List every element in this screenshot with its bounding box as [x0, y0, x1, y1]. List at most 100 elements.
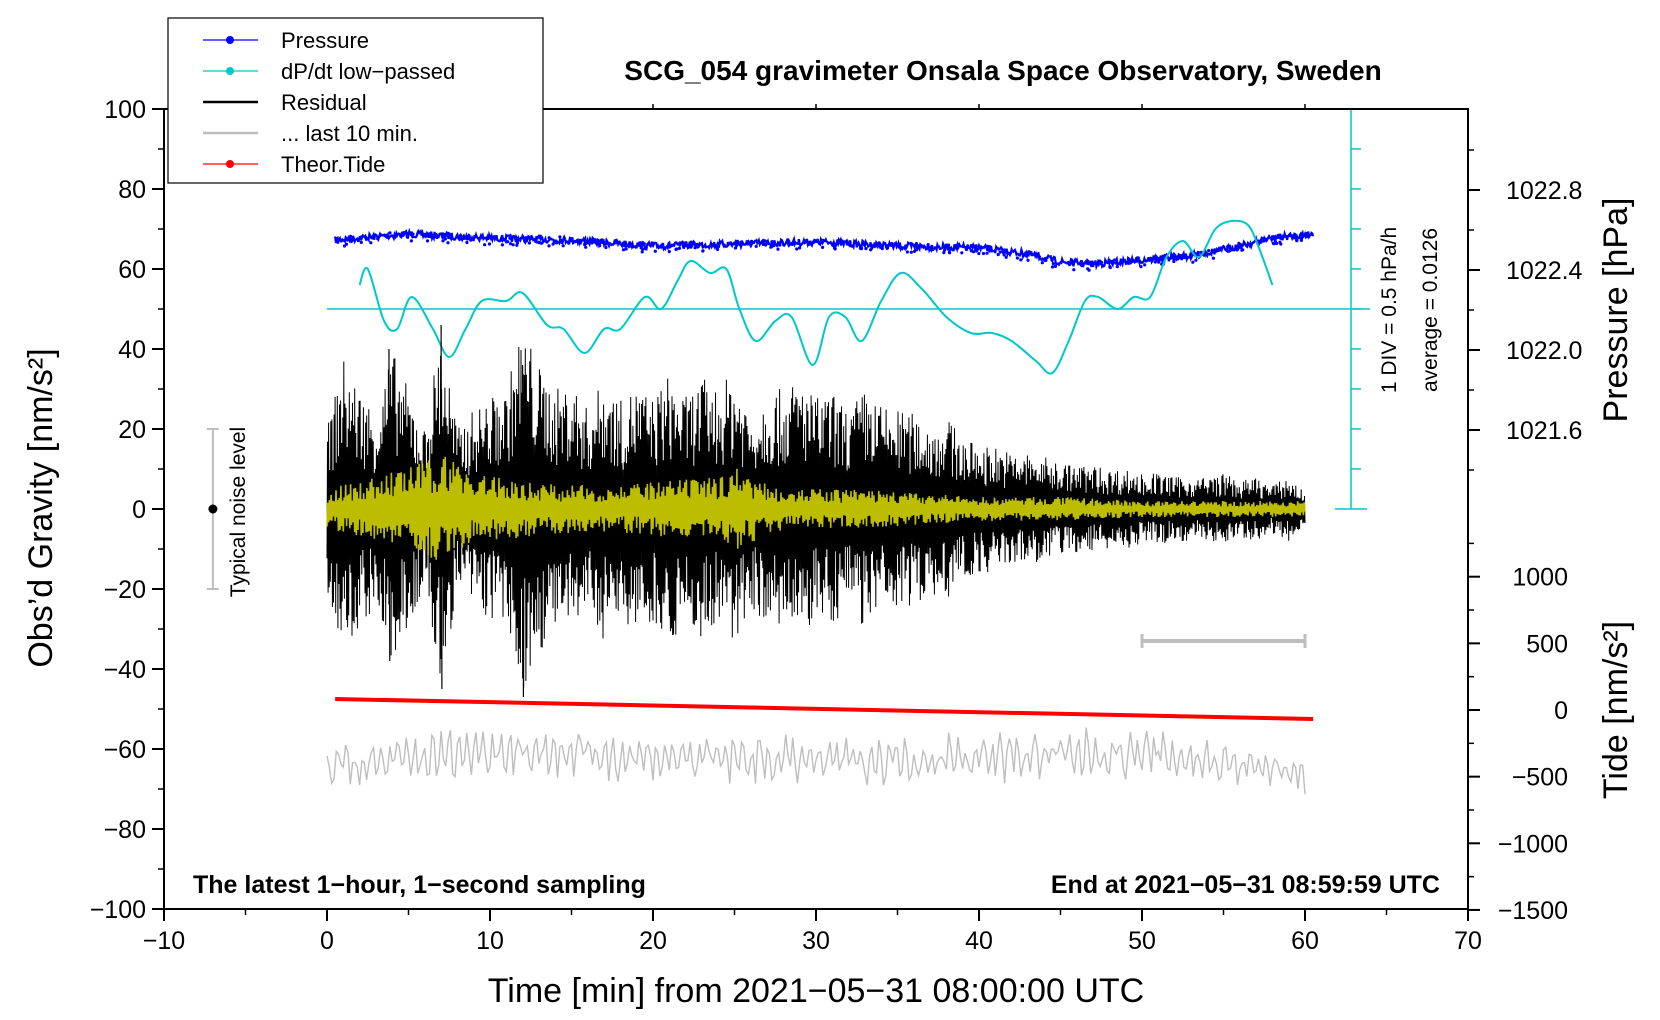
- pressure-point: [1217, 248, 1221, 252]
- pressure-point: [833, 247, 837, 251]
- pressure-point: [893, 242, 897, 246]
- plot-marks: [206, 108, 1371, 795]
- residual-spike: [521, 364, 525, 698]
- tide-tick-label: −1000: [1498, 830, 1568, 858]
- pressure-point: [511, 243, 515, 247]
- pressure-point: [1207, 249, 1211, 253]
- pressure-point: [370, 236, 375, 240]
- pressure-point: [885, 246, 889, 250]
- pressure-point: [369, 241, 373, 245]
- pressure-axis-label: Pressure [hPa]: [1597, 198, 1635, 423]
- legend-entries: Pressure dP/dt low−passed Residual ... last…: [203, 28, 455, 177]
- pressure-point: [733, 246, 738, 250]
- x-tick-label: 30: [802, 927, 830, 955]
- pressure-tick-label: 1022.0: [1506, 337, 1582, 365]
- pressure-point: [821, 238, 825, 242]
- pressure-point: [509, 242, 513, 246]
- pressure-point: [770, 240, 774, 244]
- pressure-point: [1085, 259, 1089, 263]
- pressure-point: [650, 241, 655, 245]
- legend-marker: [226, 67, 234, 75]
- pressure-point: [965, 245, 969, 249]
- pressure-point: [483, 243, 487, 247]
- pressure-point: [467, 237, 471, 241]
- pressure-point: [1237, 241, 1241, 245]
- y-tick-label: 60: [118, 256, 146, 284]
- pressure-point: [653, 249, 657, 253]
- pressure-point: [981, 251, 986, 256]
- pressure-point: [1026, 258, 1030, 262]
- pressure-point: [604, 245, 608, 250]
- pressure-point: [349, 234, 353, 238]
- pressure-point: [443, 232, 447, 236]
- pressure-point: [1115, 265, 1119, 269]
- tide-tick-label: 1000: [1512, 564, 1568, 592]
- pressure-point: [693, 246, 697, 250]
- dpdt-line: [358, 219, 1274, 375]
- pressure-point: [547, 244, 551, 248]
- pressure-point: [914, 242, 919, 246]
- pressure-series: [334, 227, 1315, 272]
- end-time-note: End at 2021−05−31 08:59:59 UTC: [1051, 871, 1440, 899]
- pressure-point: [539, 236, 543, 240]
- pressure-point: [985, 251, 989, 255]
- pressure-point: [1295, 239, 1299, 243]
- legend-label: dP/dt low−passed: [281, 59, 455, 84]
- pressure-point: [786, 238, 790, 242]
- pressure-point: [500, 236, 504, 240]
- pressure-point: [644, 245, 648, 249]
- pressure-point: [388, 231, 392, 235]
- pressure-point: [409, 239, 413, 243]
- pressure-point: [735, 239, 740, 243]
- x-tick-label: 20: [639, 927, 667, 955]
- pressure-point: [446, 241, 450, 245]
- pressure-point: [1191, 260, 1195, 264]
- pressure-point: [506, 240, 510, 244]
- pressure-point: [561, 244, 565, 248]
- pressure-point: [1189, 252, 1193, 256]
- pressure-point: [583, 242, 587, 247]
- pressure-point: [624, 247, 628, 251]
- chart-title: SCG_054 gravimeter Onsala Space Observat…: [624, 55, 1381, 86]
- legend-entry: Residual: [203, 90, 367, 115]
- pressure-point: [814, 239, 818, 244]
- pressure-point: [1305, 231, 1309, 236]
- x-tick-label: 40: [965, 927, 993, 955]
- pressure-point: [485, 236, 489, 240]
- pressure-point: [1204, 251, 1208, 255]
- pressure-point: [527, 241, 532, 245]
- pressure-point: [1024, 251, 1028, 255]
- pressure-point: [880, 247, 884, 251]
- pressure-point: [988, 246, 992, 250]
- pressure-point: [1080, 264, 1084, 268]
- pressure-point: [1227, 249, 1231, 253]
- pressure-point: [406, 235, 410, 239]
- pressure-point: [1275, 241, 1279, 246]
- pressure-point: [916, 244, 920, 248]
- pressure-point: [1299, 238, 1303, 242]
- pressure-point: [1235, 248, 1239, 252]
- y-tick-label: 40: [118, 336, 146, 364]
- pressure-point: [974, 244, 978, 248]
- pressure-point: [1050, 265, 1055, 269]
- legend-box: [167, 17, 544, 184]
- pressure-point: [642, 242, 646, 246]
- pressure-point: [1086, 267, 1090, 271]
- x-tick-label: 50: [1128, 927, 1156, 955]
- pressure-point: [1051, 262, 1055, 266]
- legend-label: Theor.Tide: [281, 152, 385, 177]
- pressure-point: [754, 244, 758, 248]
- pressure-point: [945, 243, 949, 247]
- y-tick-label: 20: [118, 416, 146, 444]
- pressure-point: [458, 237, 462, 241]
- pressure-point: [1027, 250, 1031, 254]
- pressure-point: [926, 243, 930, 247]
- legend-entry: Pressure: [203, 28, 369, 53]
- pressure-point: [376, 237, 380, 241]
- pressure-point: [1153, 260, 1157, 264]
- pressure-point: [1172, 259, 1176, 264]
- pressure-point: [1291, 235, 1295, 239]
- residual-lowpassed-line: [326, 456, 1306, 560]
- pressure-point: [795, 247, 799, 251]
- pressure-point: [1135, 256, 1139, 260]
